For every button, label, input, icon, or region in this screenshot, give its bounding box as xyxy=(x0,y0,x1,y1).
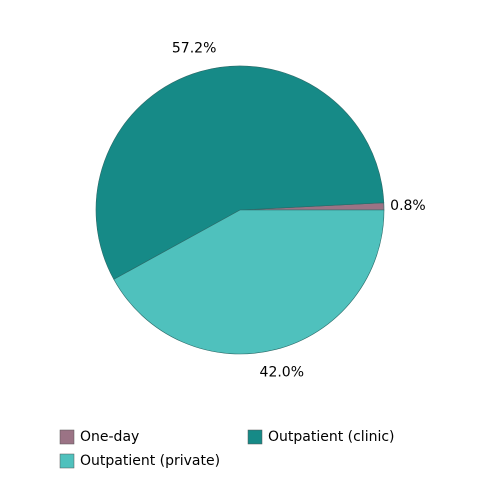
data-label: 57.2% xyxy=(172,40,216,56)
pie-slice xyxy=(113,209,385,355)
data-label: 42.0% xyxy=(260,365,304,381)
data-label: 0.8% xyxy=(390,198,426,214)
pie-slice xyxy=(95,65,385,280)
legend-label: Outpatient (private) xyxy=(80,453,220,469)
legend-swatch xyxy=(59,429,75,445)
legend-label: Outpatient (clinic) xyxy=(268,429,395,445)
legend-swatch xyxy=(59,453,75,469)
legend-swatch xyxy=(247,429,263,445)
legend-label: One-day xyxy=(80,429,139,445)
